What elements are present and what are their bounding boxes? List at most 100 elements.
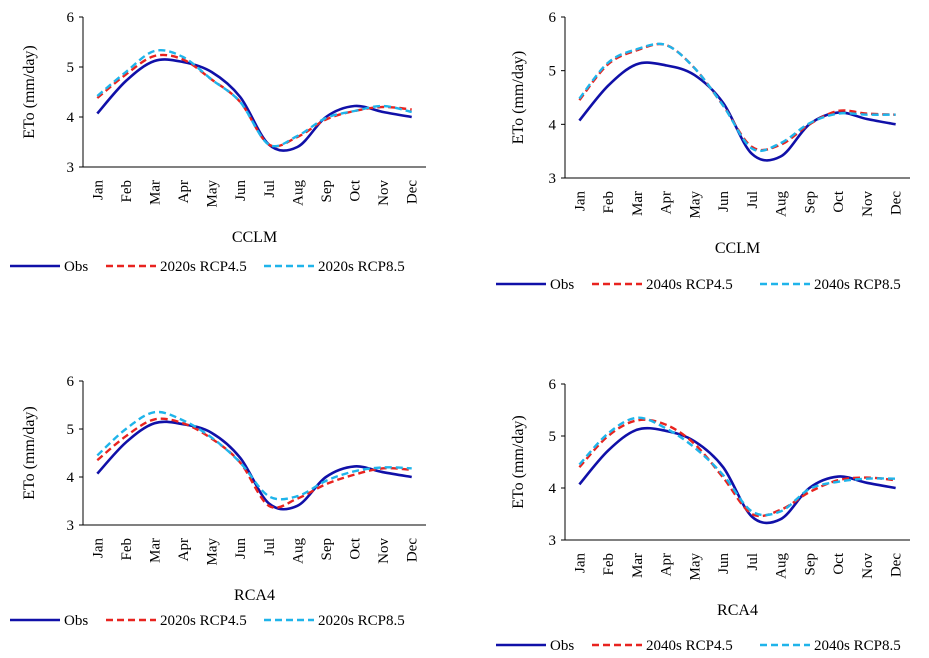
- y-tick-label: 4: [549, 481, 557, 497]
- x-tick-label: Mar: [630, 553, 646, 578]
- legend-label: 2020s RCP8.5: [318, 259, 405, 275]
- y-tick-label: 6: [549, 10, 557, 26]
- x-tick-label: Feb: [601, 553, 617, 576]
- series-line-2040s-rcp4-5: [578, 42, 896, 152]
- legend-label: 2020s RCP4.5: [160, 259, 247, 275]
- x-tick-label: Feb: [601, 191, 617, 214]
- legend-label: 2020s RCP8.5: [318, 613, 405, 629]
- x-tick-label: Apr: [659, 553, 675, 576]
- x-tick-label: Apr: [176, 538, 192, 561]
- chart-panel-2: 3 4 5 6 ETo (mm/day) Jan Feb Mar Apr May Jun Jul Aug…: [496, 10, 910, 293]
- x-tick-label: Jan: [90, 538, 106, 558]
- legend-label: 2040s RCP4.5: [646, 277, 733, 293]
- x-tick-label: Dec: [889, 191, 905, 215]
- x-tick-label: Jun: [233, 538, 249, 559]
- x-tick-label: Nov: [376, 538, 392, 564]
- x-tick-label: Nov: [376, 180, 392, 206]
- y-axis-label: ETo (mm/day): [510, 51, 527, 145]
- x-tick-label: Sep: [319, 538, 335, 561]
- legend-label: 2040s RCP4.5: [646, 638, 733, 654]
- legend-label: Obs: [550, 277, 574, 293]
- chart-panel-4: 3 4 5 6 ETo (mm/day) Jan Feb Mar Apr May Jun Jul Aug…: [496, 377, 910, 654]
- series-line-obs: [96, 58, 412, 152]
- x-tick-label: Apr: [176, 180, 192, 203]
- y-axis-label: ETo (mm/day): [21, 45, 38, 139]
- x-tick-label: Apr: [659, 191, 675, 214]
- y-tick-label: 6: [549, 377, 557, 393]
- y-tick-label: 4: [549, 117, 557, 133]
- model-label: RCA4: [717, 602, 758, 619]
- series-line-2040s-rcp8-5: [578, 416, 896, 517]
- legend-label: Obs: [550, 638, 574, 654]
- series-line-obs: [96, 420, 412, 511]
- x-tick-label: Dec: [405, 538, 421, 562]
- x-tick-label: Oct: [831, 552, 847, 574]
- x-tick-label: Sep: [319, 180, 335, 203]
- x-tick-label: Dec: [889, 553, 905, 577]
- legend-label: 2040s RCP8.5: [814, 638, 901, 654]
- legend-label: Obs: [64, 259, 88, 275]
- x-tick-label: May: [687, 191, 703, 219]
- y-tick-label: 5: [67, 422, 75, 438]
- legend-label: 2020s RCP4.5: [160, 613, 247, 629]
- y-tick-label: 5: [67, 60, 75, 76]
- x-tick-label: Feb: [119, 180, 135, 203]
- y-tick-label: 3: [549, 171, 557, 187]
- series-line-2020s-rcp4-5: [96, 53, 412, 148]
- y-tick-label: 3: [67, 160, 75, 176]
- series-line-2020s-rcp4-5: [96, 417, 412, 509]
- x-tick-label: Jun: [716, 553, 732, 574]
- x-tick-label: Mar: [630, 191, 646, 216]
- y-tick-label: 6: [67, 10, 75, 26]
- series-line-2040s-rcp8-5: [578, 42, 896, 153]
- x-tick-label: Dec: [405, 180, 421, 204]
- x-tick-label: Sep: [802, 191, 818, 214]
- x-tick-label: Mar: [147, 538, 163, 563]
- x-tick-label: Jul: [745, 553, 761, 571]
- series-line-2040s-rcp4-5: [578, 418, 896, 518]
- x-tick-label: Oct: [831, 190, 847, 212]
- series-line-obs: [578, 61, 896, 162]
- legend-label: Obs: [64, 613, 88, 629]
- x-tick-label: Oct: [348, 179, 364, 201]
- x-tick-label: Jun: [233, 180, 249, 201]
- y-axis-label: ETo (mm/day): [510, 415, 527, 509]
- x-tick-label: Feb: [119, 538, 135, 561]
- x-tick-label: Mar: [147, 180, 163, 205]
- x-tick-label: Aug: [774, 553, 790, 579]
- x-tick-label: Jul: [262, 538, 278, 556]
- series-line-2020s-rcp8-5: [96, 49, 412, 148]
- x-tick-label: Aug: [290, 538, 306, 564]
- y-tick-label: 3: [67, 518, 75, 534]
- x-tick-label: Jan: [90, 180, 106, 200]
- x-tick-label: Aug: [290, 180, 306, 206]
- x-tick-label: Jul: [262, 180, 278, 198]
- model-label: CCLM: [715, 240, 760, 257]
- legend-label: 2040s RCP8.5: [814, 277, 901, 293]
- y-tick-label: 5: [549, 429, 557, 445]
- y-tick-label: 5: [549, 64, 557, 80]
- x-tick-label: May: [687, 553, 703, 581]
- y-tick-label: 4: [67, 470, 75, 486]
- y-tick-label: 6: [67, 374, 75, 390]
- model-label: RCA4: [234, 587, 275, 604]
- x-tick-label: Nov: [860, 553, 876, 579]
- x-tick-label: Jul: [745, 191, 761, 209]
- x-tick-label: Nov: [860, 191, 876, 217]
- x-tick-label: Jan: [572, 191, 588, 211]
- x-tick-label: May: [205, 538, 221, 566]
- x-tick-label: Sep: [802, 553, 818, 576]
- model-label: CCLM: [232, 229, 277, 246]
- y-tick-label: 4: [67, 110, 75, 126]
- x-tick-label: Oct: [348, 537, 364, 559]
- y-axis-label: ETo (mm/day): [21, 406, 38, 500]
- series-line-2020s-rcp8-5: [96, 410, 412, 501]
- x-tick-label: May: [205, 180, 221, 208]
- series-line-obs: [578, 426, 896, 525]
- x-tick-label: Jun: [716, 191, 732, 212]
- y-tick-label: 3: [549, 533, 557, 549]
- chart-panel-3: 3 4 5 6 ETo (mm/day) Jan Feb Mar Apr May Jun Jul Aug…: [10, 374, 426, 629]
- x-tick-label: Aug: [774, 191, 790, 217]
- x-tick-label: Jan: [572, 553, 588, 573]
